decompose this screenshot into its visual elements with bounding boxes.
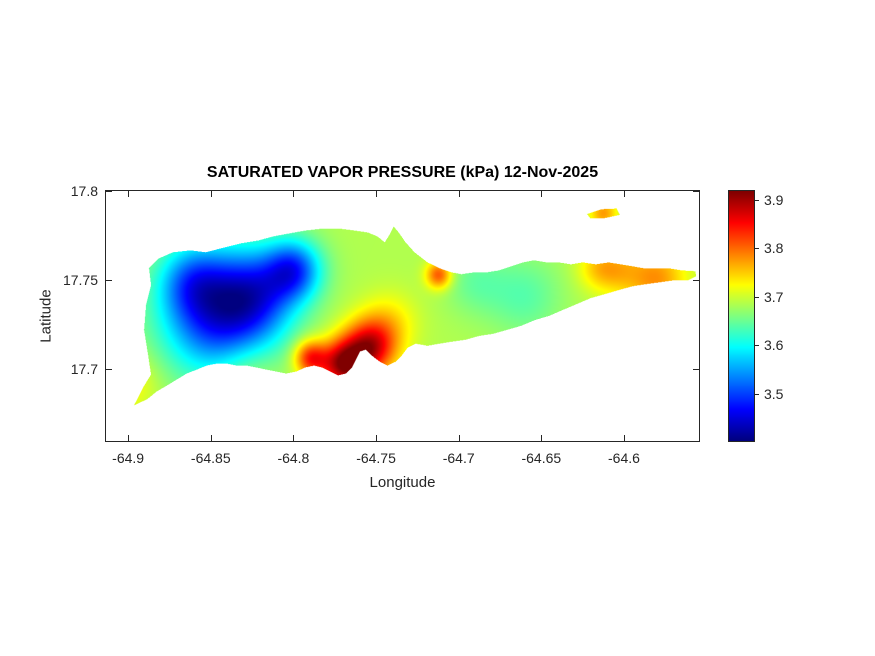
- colorbar: [728, 190, 755, 442]
- y-tick-label: 17.75: [62, 271, 98, 288]
- x-tick-mark: [293, 191, 295, 197]
- chart-title: SATURATED VAPOR PRESSURE (kPa) 12-Nov-20…: [206, 164, 599, 181]
- x-tick-mark: [210, 435, 212, 441]
- colorbar-tick-mark: [755, 296, 759, 298]
- x-tick-label: -64.6: [608, 450, 640, 466]
- y-tick-mark: [106, 368, 112, 370]
- x-tick-mark: [623, 191, 625, 197]
- x-tick-mark: [376, 435, 378, 441]
- island-heatmap-canvas: [106, 191, 699, 441]
- y-tick-label: 17.8: [70, 182, 98, 199]
- x-tick-label: -64.85: [190, 450, 231, 466]
- x-tick-mark: [128, 191, 130, 197]
- x-axis-label: Longitude: [369, 474, 436, 491]
- y-tick-mark: [693, 190, 699, 192]
- x-tick-mark: [376, 191, 378, 197]
- colorbar-tick-mark: [755, 393, 759, 395]
- colorbar-tick-label: 3.5: [764, 385, 784, 402]
- colorbar-tick-label: 3.6: [764, 337, 784, 354]
- x-tick-mark: [458, 191, 460, 197]
- x-tick-label: -64.7: [442, 450, 475, 466]
- colorbar-tick-label: 3.8: [764, 240, 784, 257]
- colorbar-tick-label: 3.7: [764, 288, 784, 305]
- x-tick-label: -64.8: [277, 450, 310, 466]
- colorbar-tick-label: 3.9: [764, 191, 784, 208]
- x-tick-mark: [293, 435, 295, 441]
- x-tick-mark: [541, 191, 543, 197]
- y-tick-mark: [106, 190, 112, 192]
- x-tick-mark: [541, 435, 543, 441]
- y-tick-mark: [693, 279, 699, 281]
- colorbar-gradient-canvas: [729, 191, 754, 441]
- y-tick-mark: [106, 279, 112, 281]
- y-tick-label: 17.7: [70, 360, 98, 377]
- x-tick-mark: [623, 435, 625, 441]
- x-tick-mark: [128, 435, 130, 441]
- y-tick-mark: [693, 368, 699, 370]
- x-tick-mark: [210, 191, 212, 197]
- x-tick-label: -64.75: [356, 450, 396, 466]
- x-tick-label: -64.9: [112, 450, 145, 466]
- colorbar-tick-mark: [755, 248, 759, 250]
- colorbar-tick-mark: [755, 345, 759, 347]
- x-tick-mark: [458, 435, 460, 441]
- plot-area: [105, 190, 700, 442]
- y-axis-label: Latitude: [37, 289, 55, 343]
- x-tick-label: -64.65: [521, 450, 562, 466]
- colorbar-tick-mark: [755, 199, 759, 201]
